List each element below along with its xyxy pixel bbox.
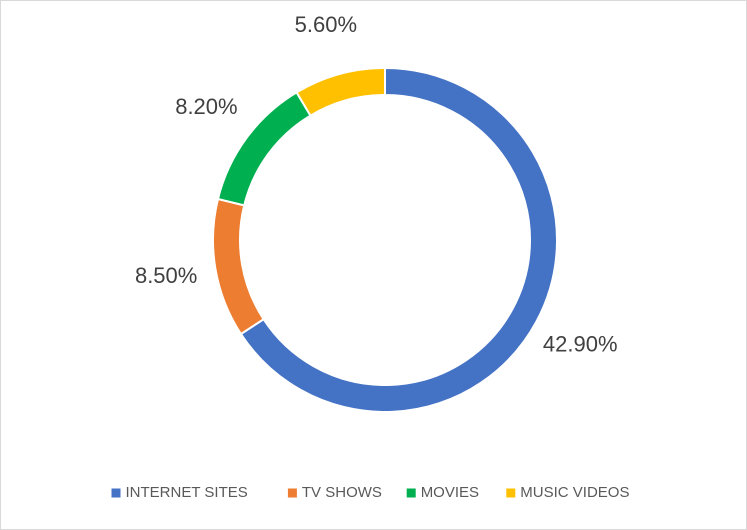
data-label: 42.90% <box>543 332 618 357</box>
data-label: 8.20% <box>175 94 237 119</box>
legend-swatch <box>406 488 416 498</box>
data-label: 5.60% <box>295 12 357 37</box>
legend-swatch <box>287 488 297 498</box>
legend-label: MUSIC VIDEOS <box>520 484 629 501</box>
legend-swatch <box>506 488 516 498</box>
legend-label: INTERNET SITES <box>126 484 248 501</box>
legend-label: MOVIES <box>421 484 479 501</box>
legend-swatch <box>111 488 121 498</box>
donut-slice <box>295 66 386 117</box>
donut-slice <box>239 66 558 413</box>
data-label: 8.50% <box>135 263 197 288</box>
legend-label: TV SHOWS <box>302 484 382 501</box>
